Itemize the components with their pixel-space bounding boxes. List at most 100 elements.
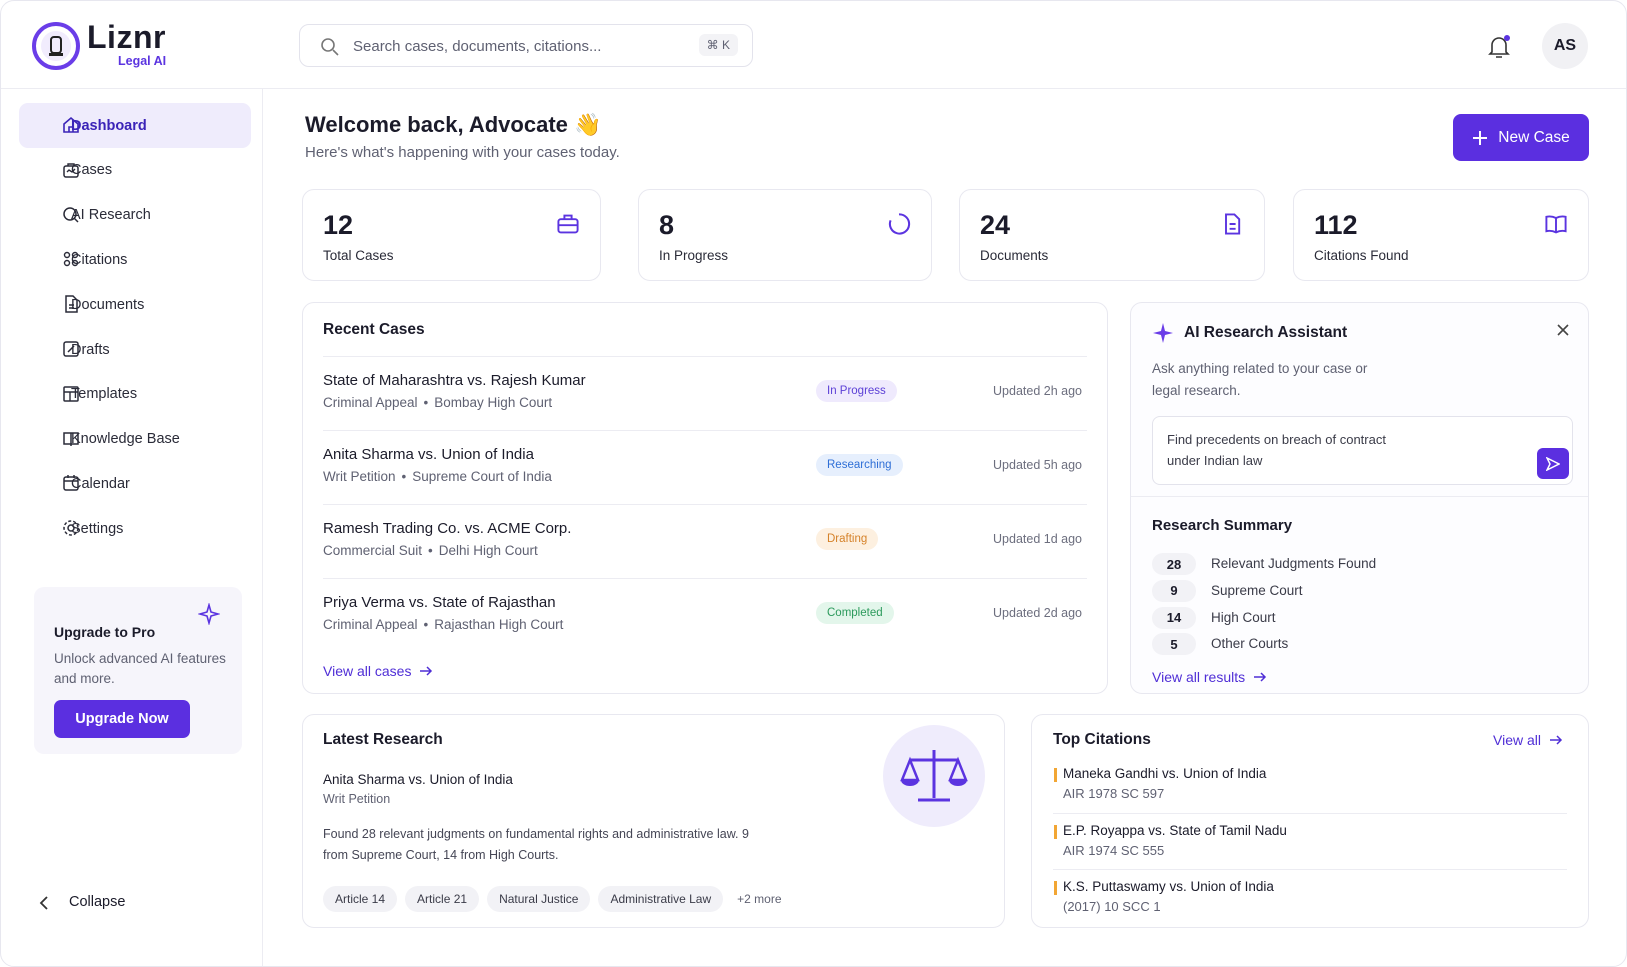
research-case: Anita Sharma vs. Union of India — [323, 772, 513, 787]
view-all-citations[interactable]: View all — [1493, 732, 1563, 748]
assistant-description: Ask anything related to your case or leg… — [1152, 361, 1368, 398]
case-row[interactable]: State of Maharashtra vs. Rajesh Kumar Cri… — [323, 356, 1087, 430]
separator: • — [423, 395, 429, 410]
upgrade-button[interactable]: Upgrade Now — [54, 700, 190, 738]
divider — [1053, 869, 1567, 870]
summary-label: Supreme Court — [1211, 582, 1303, 598]
collapse-button[interactable]: Collapse — [37, 891, 187, 915]
case-meta: Criminal Appeal • Bombay High Court — [323, 395, 552, 410]
query-input[interactable]: Find precedents on breach of contract un… — [1152, 416, 1573, 485]
brand[interactable]: Liznr — [87, 19, 166, 55]
collapse-icon — [39, 896, 48, 910]
send-button[interactable] — [1537, 448, 1569, 479]
nav-item[interactable]: AI Research — [19, 193, 251, 238]
search-icon — [321, 38, 339, 56]
citation-marker — [1054, 881, 1057, 895]
upgrade-text: Unlock advanced AI features and more. — [54, 651, 226, 686]
nav-item[interactable]: Calendar — [19, 461, 251, 506]
send-icon — [1546, 456, 1560, 471]
nav-label: Citations — [71, 251, 128, 268]
avatar[interactable]: AS — [1542, 23, 1588, 69]
recent-cases-card: Recent Cases View all cases State of Mah… — [302, 302, 1108, 694]
icon — [40, 294, 78, 314]
icon — [40, 473, 79, 493]
nav-item[interactable]: Cases — [19, 148, 251, 193]
summary-count: 14 — [1152, 606, 1196, 629]
nav-item[interactable]: Templates — [19, 372, 251, 417]
nav-label: Calendar — [71, 475, 130, 492]
close-icon[interactable] — [1555, 322, 1571, 338]
icon-svg — [1545, 215, 1567, 234]
case-meta: Commercial Suit • Delhi High Court — [323, 543, 538, 558]
stat-label: Total Cases — [323, 248, 394, 263]
assistant-card: AI Research Assistant Ask anything relat… — [1130, 302, 1589, 694]
arrow-icon — [1254, 672, 1267, 682]
status-pill: Researching — [816, 454, 903, 476]
sparkle-icon — [1153, 323, 1173, 343]
search-placeholder: Search cases, documents, citations... — [353, 38, 602, 55]
stat-label: Documents — [980, 248, 1049, 263]
summary-count: 5 — [1152, 633, 1196, 656]
new-case-label: New Case — [1498, 128, 1570, 146]
notification-bell[interactable] — [1485, 33, 1513, 61]
nav-item[interactable]: Citations — [19, 237, 251, 282]
citation-marker — [1054, 824, 1057, 839]
icon — [40, 115, 79, 135]
nav-item[interactable]: Drafts — [19, 327, 251, 372]
more-tags[interactable]: +2 more — [737, 892, 782, 906]
view-all-results[interactable]: View all results — [1152, 669, 1267, 685]
stat-card: 12 Total Cases — [302, 189, 601, 281]
stat-card: 8 In Progress — [638, 189, 932, 281]
sparkle-icon — [198, 603, 220, 625]
icon-svg — [63, 386, 79, 402]
case-row[interactable]: Priya Verma vs. State of Rajasthan Crimin… — [323, 578, 1087, 652]
tag[interactable]: Article 14 — [323, 886, 398, 912]
stat-card: 112 Citations Found — [1293, 189, 1589, 281]
stat-value: 112 — [1314, 210, 1358, 240]
status-pill: In Progress — [816, 380, 897, 402]
arrow-icon — [420, 666, 433, 676]
stat-label: Citations Found — [1314, 248, 1409, 263]
icon — [40, 429, 79, 449]
icon — [1544, 212, 1568, 236]
icon — [556, 212, 580, 236]
case-row[interactable]: Ramesh Trading Co. vs. ACME Corp. Commerc… — [323, 504, 1087, 578]
citation-case: K.S. Puttaswamy vs. Union of India — [1063, 879, 1274, 894]
tag[interactable]: Administrative Law — [598, 886, 724, 912]
link-label: View all results — [1152, 669, 1246, 685]
scales-illustration — [883, 725, 985, 827]
summary-label: High Court — [1211, 609, 1276, 625]
nav-item[interactable]: Dashboard — [19, 103, 251, 148]
icon — [40, 205, 79, 225]
search-box[interactable]: Search cases, documents, citations... ⌘ … — [299, 24, 753, 67]
divider — [1131, 496, 1588, 497]
stat-card: 24 Documents — [959, 189, 1265, 281]
separator: • — [401, 469, 407, 484]
arrow-icon — [1550, 735, 1563, 745]
tag[interactable]: Natural Justice — [487, 886, 591, 912]
nav-item[interactable]: Documents — [19, 282, 251, 327]
case-updated: Updated 2h ago — [993, 384, 1082, 398]
plus-icon — [1473, 130, 1488, 145]
case-row[interactable]: Anita Sharma vs. Union of India Writ Peti… — [323, 430, 1087, 504]
nav-label: AI Research — [71, 207, 151, 224]
separator: • — [423, 617, 429, 632]
summary-title: Research Summary — [1152, 517, 1293, 534]
icon-svg — [557, 214, 579, 234]
nav-item[interactable]: Settings — [19, 506, 251, 551]
case-court: Supreme Court of India — [412, 469, 552, 484]
summary-count: 9 — [1152, 579, 1196, 602]
search-shortcut: ⌘ K — [698, 34, 738, 56]
case-updated: Updated 2d ago — [993, 606, 1082, 620]
nav-item[interactable]: Knowledge Base — [19, 417, 251, 462]
case-updated: Updated 1d ago — [993, 532, 1082, 546]
tag[interactable]: Article 21 — [405, 886, 480, 912]
icon — [40, 384, 79, 404]
new-case-button[interactable]: New Case — [1453, 114, 1589, 161]
view-all-cases[interactable]: View all cases — [323, 663, 433, 679]
card-title: Latest Research — [323, 731, 443, 748]
stat-value: 24 — [980, 210, 1011, 240]
